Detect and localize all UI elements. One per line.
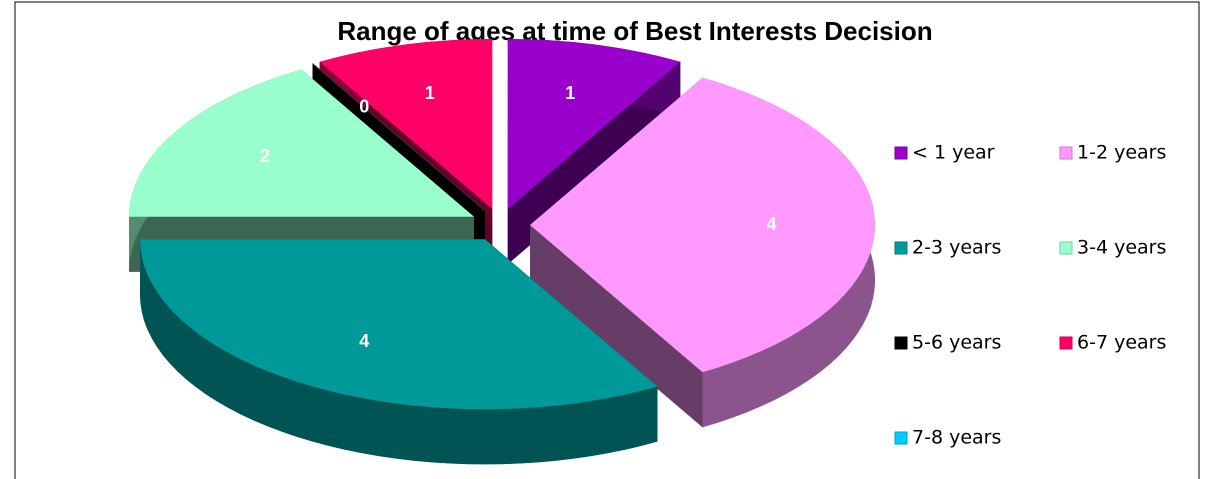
slice-top — [507, 39, 681, 210]
legend-swatch — [894, 241, 908, 255]
chart-frame — [14, 1, 1200, 479]
data-label: 4 — [359, 331, 369, 351]
legend-label: 5-6 years — [912, 332, 1001, 354]
data-label: 0 — [359, 96, 369, 116]
legend-swatch — [894, 146, 908, 160]
slice-top — [312, 63, 486, 212]
chart-title: Range of ages at time of Best Interests … — [337, 16, 932, 46]
data-label: 2 — [260, 146, 270, 166]
legend-swatch — [1059, 146, 1073, 160]
data-label: 1 — [565, 83, 575, 103]
data-label: 4 — [766, 214, 776, 234]
legend-label: < 1 year — [912, 142, 995, 164]
slice-top — [319, 39, 493, 210]
legend-label: 3-4 years — [1077, 237, 1166, 259]
legend-label: 1-2 years — [1077, 142, 1166, 164]
legend-label: 6-7 years — [1077, 332, 1166, 354]
legend-swatch — [894, 431, 908, 445]
slice-side — [530, 225, 703, 428]
pie-slice — [530, 77, 875, 428]
legend-label: 7-8 years — [912, 427, 1001, 449]
slice-top — [530, 77, 875, 373]
data-label: 1 — [425, 83, 435, 103]
legend-label: 2-3 years — [912, 237, 1001, 259]
legend-swatch — [1059, 336, 1073, 350]
slice-top — [140, 239, 658, 410]
slice-wall — [140, 239, 658, 465]
legend-swatch — [894, 336, 908, 350]
pie-slice — [140, 239, 658, 465]
slice-top — [129, 69, 475, 217]
legend-swatch — [1059, 241, 1073, 255]
